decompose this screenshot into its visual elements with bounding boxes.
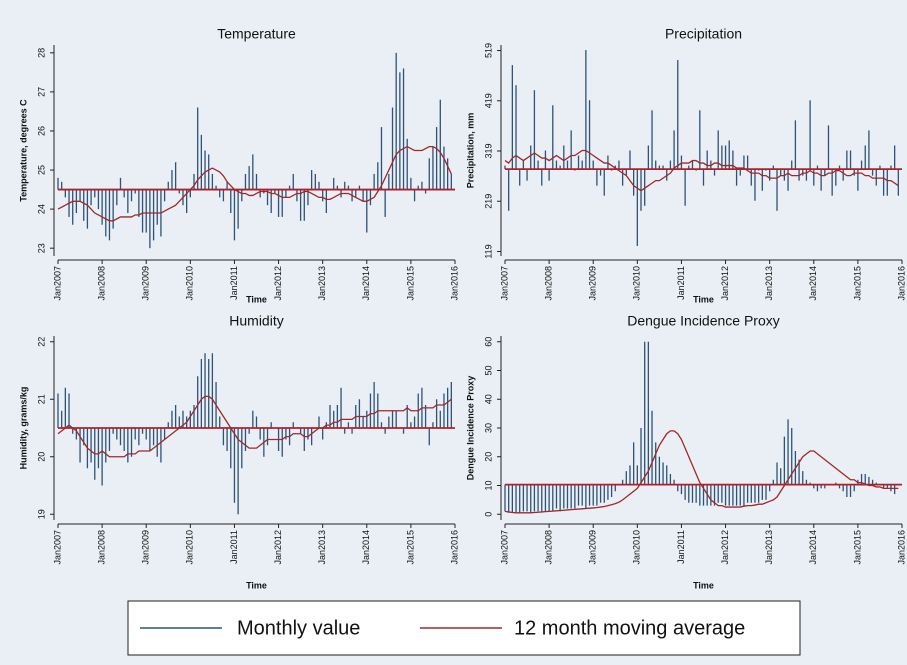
y-tick-label: 519 [483, 43, 493, 58]
x-tick-label: Jan2011 [676, 530, 686, 564]
x-tick-label: Jan2016 [896, 530, 906, 565]
y-tick-label: 119 [483, 244, 493, 258]
y-tick-label: 419 [483, 93, 493, 108]
panel-title: Dengue Incidence Proxy [627, 313, 780, 329]
moving-average-line [57, 145, 452, 222]
moving-average-line [504, 430, 899, 514]
x-tick-label: Jan2016 [896, 266, 906, 301]
x-tick-label: Jan2012 [720, 530, 730, 565]
y-tick-label: 22 [36, 337, 46, 347]
x-tick-label: Jan2012 [720, 266, 730, 301]
x-tick-label: Jan2009 [141, 530, 151, 565]
y-tick-label: 0 [483, 512, 493, 517]
x-tick-label: Jan2013 [764, 530, 774, 565]
x-axis-label: Time [246, 294, 267, 304]
panel-title: Temperature [217, 26, 296, 42]
legend-label: 12 month moving average [514, 617, 745, 639]
y-tick-label: 20 [483, 452, 493, 462]
moving-average-line [57, 395, 452, 458]
x-tick-label: Jan2011 [229, 530, 239, 564]
x-axis-label: Time [693, 294, 714, 304]
x-tick-label: Jan2013 [764, 266, 774, 301]
x-tick-label: Jan2012 [273, 530, 283, 565]
y-tick-label: 40 [483, 394, 493, 404]
x-tick-label: Jan2009 [141, 266, 151, 301]
x-tick-label: Jan2012 [273, 266, 283, 301]
x-tick-label: Jan2010 [632, 266, 642, 301]
x-tick-label: Jan2009 [588, 266, 598, 301]
moving-average-line [504, 149, 899, 192]
y-tick-label: 23 [36, 243, 46, 253]
x-tick-label: Jan2008 [96, 530, 106, 565]
x-tick-label: Jan2009 [588, 530, 598, 565]
x-tick-label: Jan2015 [405, 266, 415, 301]
y-axis-label: Dengue Incidence Proxy [465, 376, 475, 481]
y-tick-label: 24 [36, 204, 46, 214]
x-tick-label: Jan2014 [361, 266, 371, 301]
x-tick-label: Jan2015 [852, 266, 862, 301]
y-tick-label: 319 [483, 143, 493, 158]
x-tick-label: Jan2013 [317, 266, 327, 301]
y-tick-label: 21 [36, 394, 46, 404]
x-tick-label: Jan2008 [543, 530, 553, 565]
panel-title: Humidity [229, 313, 283, 329]
y-tick-label: 28 [36, 48, 46, 58]
x-tick-label: Jan2011 [229, 266, 239, 300]
x-tick-label: Jan2011 [676, 266, 686, 300]
x-tick-label: Jan2010 [185, 266, 195, 301]
x-tick-label: Jan2016 [449, 530, 459, 565]
x-tick-label: Jan2008 [543, 266, 553, 301]
x-tick-label: Jan2007 [499, 266, 509, 301]
x-tick-label: Jan2014 [361, 530, 371, 565]
y-axis-label: Humidity, grams/kg [18, 387, 28, 470]
y-tick-label: 20 [36, 452, 46, 462]
x-axis-label: Time [246, 580, 267, 590]
x-tick-label: Jan2014 [808, 530, 818, 565]
y-tick-label: 19 [36, 509, 46, 519]
x-tick-label: Jan2008 [96, 266, 106, 301]
x-tick-label: Jan2007 [499, 530, 509, 565]
x-tick-label: Jan2010 [185, 530, 195, 565]
x-tick-label: Jan2016 [449, 266, 459, 301]
y-tick-label: 27 [36, 87, 46, 97]
legend-label: Monthly value [237, 617, 360, 639]
x-tick-label: Jan2015 [852, 530, 862, 565]
y-tick-label: 50 [483, 365, 493, 375]
x-axis-label: Time [693, 580, 714, 590]
x-tick-label: Jan2015 [405, 530, 415, 565]
x-tick-label: Jan2014 [808, 266, 818, 301]
y-tick-label: 30 [483, 423, 493, 433]
y-tick-label: 10 [483, 480, 493, 490]
y-tick-label: 60 [483, 337, 493, 347]
y-tick-label: 219 [483, 194, 493, 209]
x-tick-label: Jan2007 [52, 266, 62, 301]
y-tick-label: 26 [36, 126, 46, 136]
y-tick-label: 25 [36, 165, 46, 175]
x-tick-label: Jan2010 [632, 530, 642, 565]
x-tick-label: Jan2007 [52, 530, 62, 565]
y-axis-label: Temperature, degrees C [18, 99, 28, 202]
x-tick-label: Jan2013 [317, 530, 327, 565]
panel-title: Precipitation [665, 26, 742, 42]
y-axis-label: Precipitation, mm [465, 113, 475, 189]
